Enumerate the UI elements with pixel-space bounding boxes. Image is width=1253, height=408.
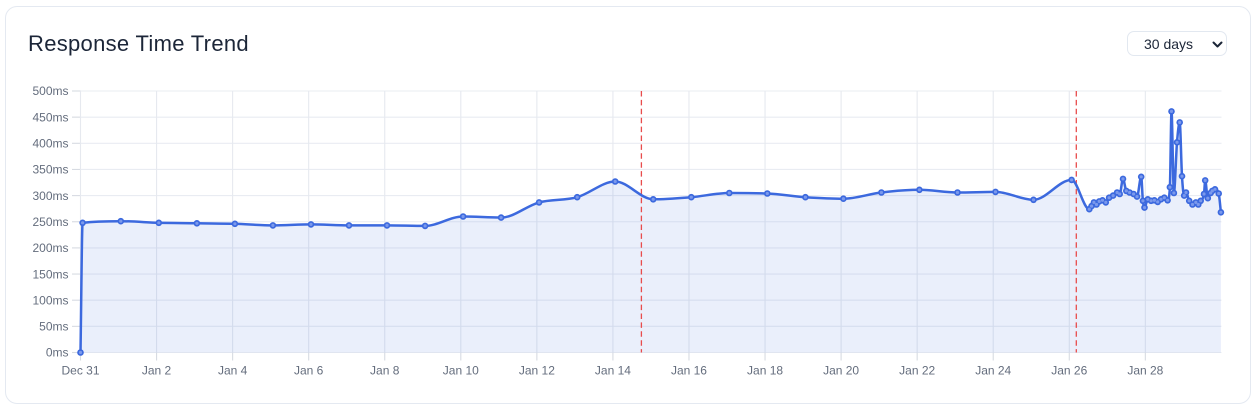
svg-text:250ms: 250ms <box>32 215 68 229</box>
svg-text:Jan 26: Jan 26 <box>1051 364 1087 378</box>
svg-text:Jan 10: Jan 10 <box>443 364 479 378</box>
svg-text:Jan 16: Jan 16 <box>671 364 707 378</box>
svg-text:Jan 24: Jan 24 <box>975 364 1011 378</box>
svg-text:500ms: 500ms <box>32 84 68 98</box>
svg-text:150ms: 150ms <box>32 267 68 281</box>
svg-text:Jan 28: Jan 28 <box>1127 364 1163 378</box>
svg-text:300ms: 300ms <box>32 189 68 203</box>
svg-text:Jan 2: Jan 2 <box>142 364 172 378</box>
svg-text:Jan 8: Jan 8 <box>370 364 400 378</box>
svg-text:450ms: 450ms <box>32 110 68 124</box>
svg-text:350ms: 350ms <box>32 163 68 177</box>
svg-text:Dec 31: Dec 31 <box>61 364 99 378</box>
svg-text:200ms: 200ms <box>32 241 68 255</box>
svg-text:Jan 12: Jan 12 <box>519 364 555 378</box>
svg-text:400ms: 400ms <box>32 137 68 151</box>
svg-text:Jan 14: Jan 14 <box>595 364 631 378</box>
svg-text:Jan 20: Jan 20 <box>823 364 859 378</box>
svg-text:100ms: 100ms <box>32 293 68 307</box>
svg-text:Jan 18: Jan 18 <box>747 364 783 378</box>
svg-text:Jan 22: Jan 22 <box>899 364 935 378</box>
svg-text:0ms: 0ms <box>46 346 69 360</box>
svg-text:Jan 4: Jan 4 <box>218 364 248 378</box>
svg-text:50ms: 50ms <box>39 320 68 334</box>
svg-text:Jan 6: Jan 6 <box>294 364 324 378</box>
